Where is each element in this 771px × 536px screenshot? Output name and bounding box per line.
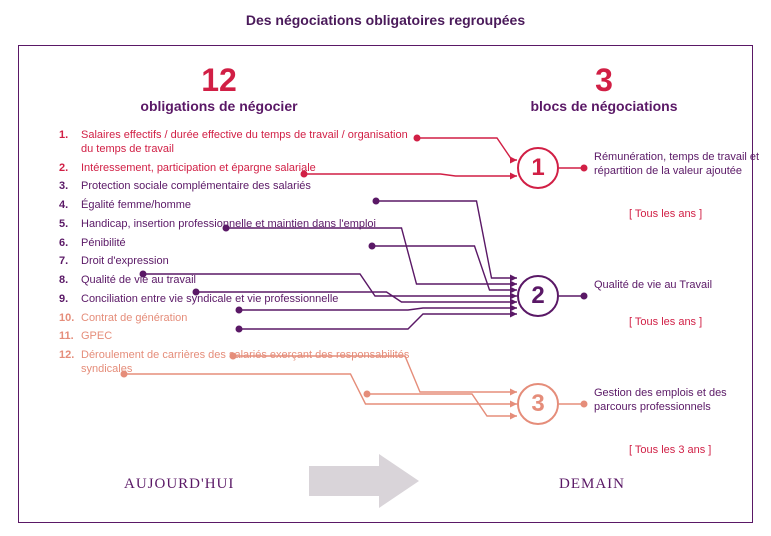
connection-line (417, 138, 517, 160)
obligation-item: 6.Pénibilité (59, 237, 419, 251)
obligation-text: Handicap, insertion professionnelle et m… (81, 218, 419, 232)
obligation-text: Égalité femme/homme (81, 199, 419, 213)
obligation-text: Protection sociale complémentaire des sa… (81, 180, 419, 194)
obligation-text: Qualité de vie au travail (81, 274, 419, 288)
left-header-number: 12 (79, 64, 359, 96)
obligation-text: Droit d'expression (81, 255, 419, 269)
arrowhead-icon (510, 413, 517, 420)
arrowhead-icon (510, 275, 517, 282)
obligation-number: 11. (59, 330, 81, 344)
obligation-number: 7. (59, 255, 81, 269)
connection-line (367, 394, 517, 416)
connection-start-dot (364, 391, 371, 398)
obligation-item: 5.Handicap, insertion professionnelle et… (59, 218, 419, 232)
obligation-text: Déroulement de carrières des salariés ex… (81, 349, 419, 377)
obligation-text: Salaires effectifs / durée effective du … (81, 129, 419, 157)
obligation-number: 6. (59, 237, 81, 251)
arrowhead-icon (510, 157, 517, 164)
transition-arrow-icon (309, 454, 419, 508)
obligation-number: 10. (59, 312, 81, 326)
bloc-frequency: [ Tous les ans ] (629, 208, 702, 220)
right-header-label: blocs de négociations (489, 98, 719, 114)
obligation-number: 12. (59, 349, 81, 377)
bloc-frequency: [ Tous les 3 ans ] (629, 444, 711, 456)
arrowhead-icon (510, 311, 517, 318)
right-header: 3 blocs de négociations (489, 64, 719, 114)
diagram-frame: 12 obligations de négocier 3 blocs de né… (18, 45, 753, 523)
arrowhead-icon (510, 401, 517, 408)
obligation-number: 9. (59, 293, 81, 307)
obligation-text: Pénibilité (81, 237, 419, 251)
bloc-connector-dot (581, 293, 588, 300)
arrowhead-icon (510, 173, 517, 180)
arrowhead-icon (510, 305, 517, 312)
obligation-text: Conciliation entre vie syndicale et vie … (81, 293, 419, 307)
obligation-number: 3. (59, 180, 81, 194)
bloc-circle: 3 (517, 383, 559, 425)
obligation-number: 8. (59, 274, 81, 288)
arrowhead-icon (510, 299, 517, 306)
obligation-text: Intéressement, participation et épargne … (81, 162, 419, 176)
obligation-item: 10.Contrat de génération (59, 312, 419, 326)
bloc-connector-dot (581, 165, 588, 172)
bloc-description: Qualité de vie au Travail (594, 278, 764, 292)
arrowhead-icon (510, 389, 517, 396)
bottom-right-label: DEMAIN (559, 476, 625, 493)
arrowhead-icon (510, 293, 517, 300)
obligation-text: GPEC (81, 330, 419, 344)
obligations-list: 1.Salaires effectifs / durée effective d… (59, 129, 419, 382)
left-header-label: obligations de négocier (79, 98, 359, 114)
obligation-item: 3.Protection sociale complémentaire des … (59, 180, 419, 194)
obligation-item: 1.Salaires effectifs / durée effective d… (59, 129, 419, 157)
obligation-item: 12.Déroulement de carrières des salariés… (59, 349, 419, 377)
obligation-text: Contrat de génération (81, 312, 419, 326)
obligation-number: 1. (59, 129, 81, 157)
bloc-circle: 2 (517, 275, 559, 317)
obligation-number: 5. (59, 218, 81, 232)
bottom-left-label: AUJOURD'HUI (124, 476, 234, 493)
obligation-item: 2.Intéressement, participation et épargn… (59, 162, 419, 176)
obligation-number: 4. (59, 199, 81, 213)
bloc-frequency: [ Tous les ans ] (629, 316, 702, 328)
right-header-number: 3 (489, 64, 719, 96)
bloc-circle: 1 (517, 147, 559, 189)
obligation-item: 7.Droit d'expression (59, 255, 419, 269)
obligation-item: 9.Conciliation entre vie syndicale et vi… (59, 293, 419, 307)
bloc-connector-dot (581, 401, 588, 408)
bloc-description: Rémunération, temps de travail et répart… (594, 150, 764, 179)
left-header: 12 obligations de négocier (79, 64, 359, 114)
bloc-description: Gestion des emplois et des parcours prof… (594, 386, 764, 415)
page-title: Des négociations obligatoires regroupées (0, 0, 771, 36)
obligation-item: 4.Égalité femme/homme (59, 199, 419, 213)
arrowhead-icon (510, 287, 517, 294)
obligation-number: 2. (59, 162, 81, 176)
arrowhead-icon (510, 281, 517, 288)
obligation-item: 11.GPEC (59, 330, 419, 344)
obligation-item: 8.Qualité de vie au travail (59, 274, 419, 288)
